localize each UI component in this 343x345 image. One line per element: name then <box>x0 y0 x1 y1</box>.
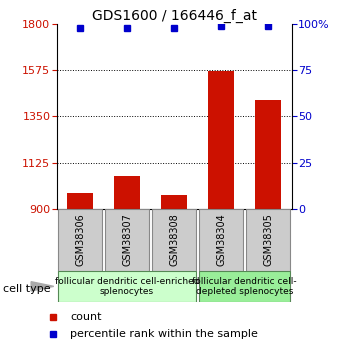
Bar <box>114 176 140 209</box>
FancyBboxPatch shape <box>199 271 290 302</box>
Title: GDS1600 / 166446_f_at: GDS1600 / 166446_f_at <box>92 9 257 23</box>
FancyBboxPatch shape <box>105 209 149 271</box>
FancyBboxPatch shape <box>152 209 196 271</box>
Text: GSM38306: GSM38306 <box>75 214 85 266</box>
FancyBboxPatch shape <box>58 209 102 271</box>
Text: cell type: cell type <box>3 284 51 294</box>
Text: count: count <box>70 312 102 322</box>
Text: follicular dendritic cell-enriched
splenocytes: follicular dendritic cell-enriched splen… <box>55 277 199 296</box>
Bar <box>161 195 187 209</box>
Text: GSM38304: GSM38304 <box>216 214 226 266</box>
FancyBboxPatch shape <box>246 209 290 271</box>
Polygon shape <box>31 282 54 291</box>
Bar <box>208 71 234 209</box>
Text: GSM38305: GSM38305 <box>263 213 273 266</box>
Text: percentile rank within the sample: percentile rank within the sample <box>70 329 258 339</box>
FancyBboxPatch shape <box>199 209 243 271</box>
Text: GSM38308: GSM38308 <box>169 214 179 266</box>
Bar <box>67 193 93 209</box>
FancyBboxPatch shape <box>58 271 196 302</box>
Text: follicular dendritic cell-
depleted splenocytes: follicular dendritic cell- depleted sple… <box>192 277 297 296</box>
Bar <box>255 100 281 209</box>
Text: GSM38307: GSM38307 <box>122 213 132 266</box>
